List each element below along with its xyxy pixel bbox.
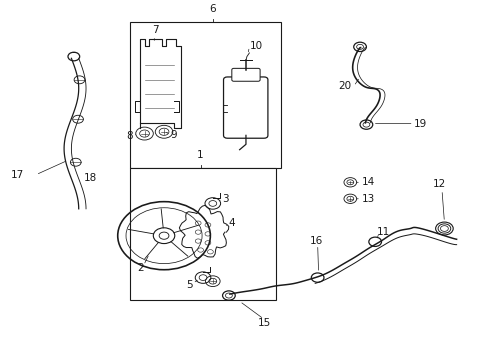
Text: 16: 16 <box>309 236 323 246</box>
Text: 14: 14 <box>361 177 374 187</box>
Text: 9: 9 <box>170 130 177 140</box>
Text: 8: 8 <box>126 131 133 141</box>
Text: 4: 4 <box>228 218 235 228</box>
Text: 11: 11 <box>376 227 389 237</box>
Text: 6: 6 <box>209 4 216 14</box>
Text: 20: 20 <box>338 81 351 91</box>
Text: 10: 10 <box>249 41 262 51</box>
Text: 13: 13 <box>361 194 374 204</box>
Text: 17: 17 <box>11 170 24 180</box>
Text: 12: 12 <box>432 179 445 189</box>
Text: 2: 2 <box>137 263 143 273</box>
Text: 19: 19 <box>413 118 427 129</box>
Text: 7: 7 <box>152 25 158 35</box>
FancyBboxPatch shape <box>223 77 267 138</box>
Text: 3: 3 <box>222 194 229 204</box>
Text: 15: 15 <box>257 319 270 328</box>
Text: 5: 5 <box>186 280 193 290</box>
Bar <box>130 168 276 300</box>
Text: 18: 18 <box>83 174 97 183</box>
Bar <box>130 22 281 168</box>
Text: 1: 1 <box>197 150 203 161</box>
FancyBboxPatch shape <box>231 68 260 81</box>
